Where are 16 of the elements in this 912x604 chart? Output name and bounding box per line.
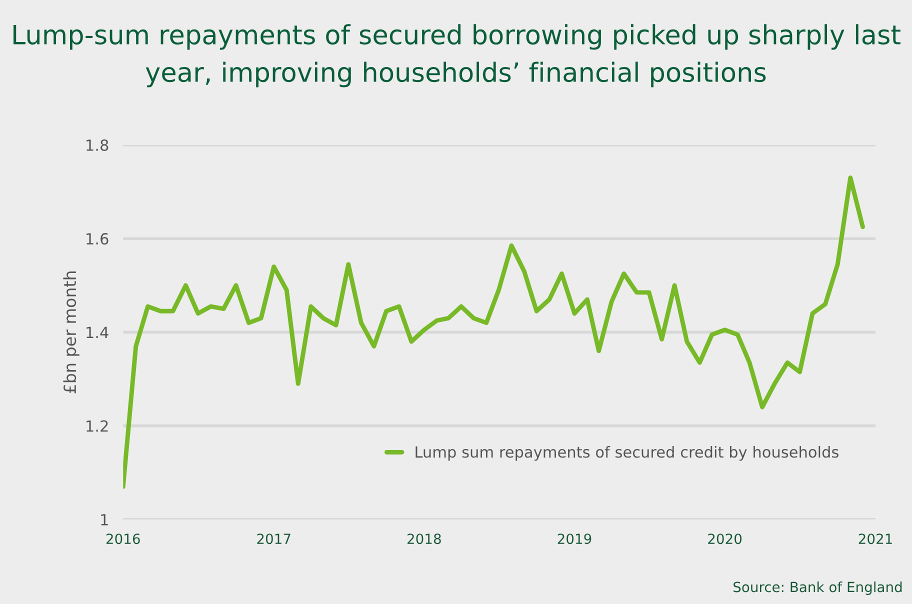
y-tick-label: 1.2 xyxy=(86,420,108,432)
y-tick-label: 1.8 xyxy=(86,139,108,151)
y-tick-label: 1.6 xyxy=(86,233,108,245)
x-tick-label: 2020 xyxy=(708,534,742,544)
x-tick-label: 2017 xyxy=(257,534,290,544)
x-tick-label: 2018 xyxy=(408,534,441,544)
line-series xyxy=(123,176,865,489)
y-axis-title: £bn per month xyxy=(63,272,80,394)
y-tick-label: 1 xyxy=(101,514,108,526)
chart-title: Lump-sum repayments of secured borrowing picked up sharply last year, improving households’ financial positions xyxy=(14,24,900,88)
y-tick-label: 1.4 xyxy=(86,326,108,338)
x-tick-label: 2016 xyxy=(106,534,140,544)
legend-label: Lump sum repayments of secured credit by households xyxy=(416,446,838,461)
source-note: Source: Bank of England xyxy=(734,582,902,595)
x-tick-label: 2021 xyxy=(858,534,892,544)
x-tick-label: 2019 xyxy=(558,534,592,544)
